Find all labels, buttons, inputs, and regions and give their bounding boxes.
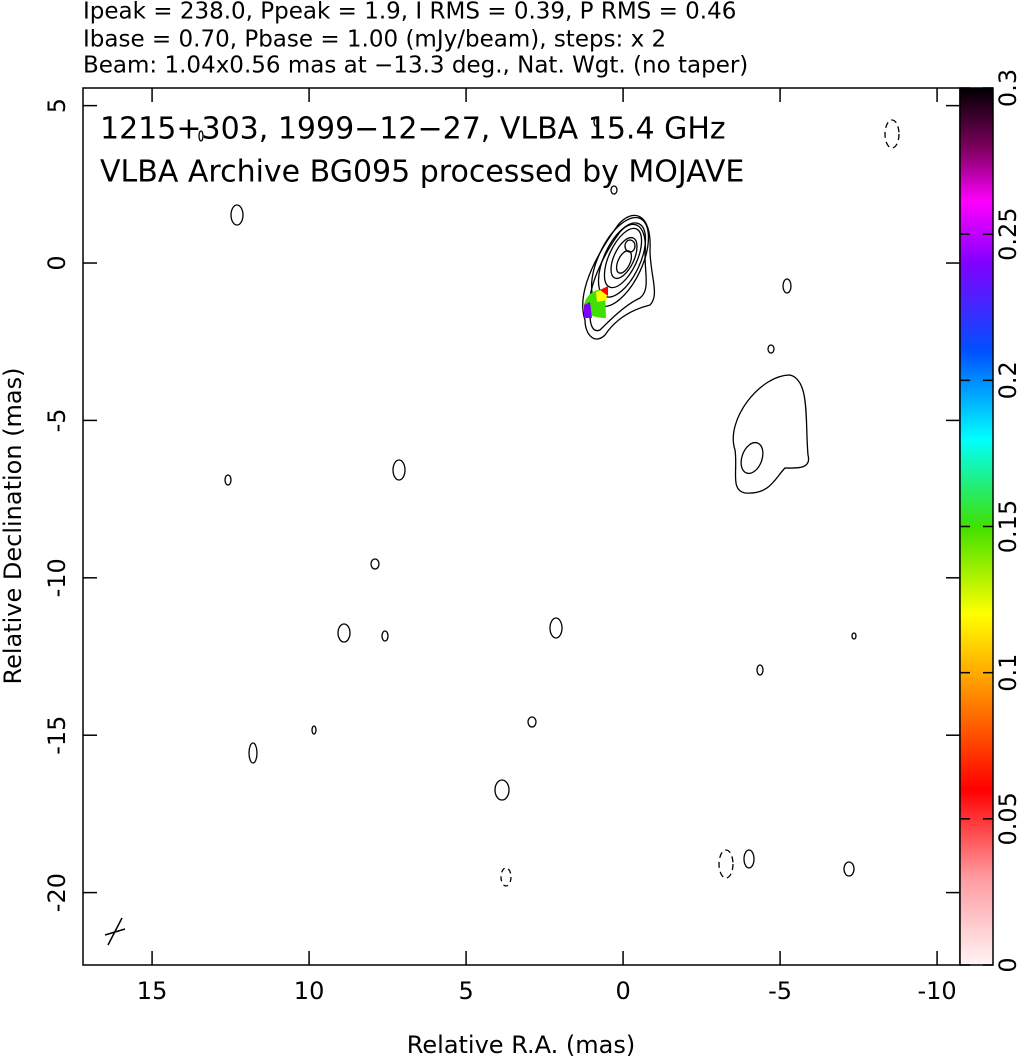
x-axis-label: Relative R.A. (mas) — [407, 1031, 635, 1059]
header-line: Beam: 1.04x0.56 mas at −13.3 deg., Nat. … — [83, 53, 748, 79]
colorbar-tick-label: 0.05 — [994, 792, 1021, 845]
y-tick-label: -5 — [43, 408, 71, 432]
beam — [104, 917, 126, 946]
colorbar-tick-label: 0.15 — [994, 500, 1021, 553]
contours — [198, 117, 900, 887]
y-tick-label: 0 — [43, 255, 71, 270]
y-tick-label: 5 — [43, 98, 71, 113]
colorbar-tick-label: 0.1 — [994, 654, 1021, 692]
colorbar-tick-label: 0.25 — [994, 207, 1021, 260]
x-tick-label: 5 — [458, 977, 473, 1005]
x-tick-label: 0 — [615, 977, 630, 1005]
colorbar-tick-label: 0.3 — [994, 69, 1021, 107]
x-tick-label: -10 — [917, 977, 956, 1005]
y-axis-label: Relative Declination (mas) — [0, 367, 27, 684]
y-tick-label: -15 — [43, 716, 71, 755]
plot-frame — [82, 87, 961, 966]
annotation: VLBA Archive BG095 processed by MOJAVE — [100, 155, 744, 190]
colorbar-tick-label: 0 — [994, 957, 1021, 972]
annotation: 1215+303, 1999−12−27, VLBA 15.4 GHz — [100, 112, 726, 147]
x-tick-label: -5 — [768, 977, 792, 1005]
header-line: Ipeak = 238.0, Ppeak = 1.9, I RMS = 0.39… — [83, 0, 736, 25]
y-tick-label: -10 — [43, 558, 71, 597]
y-tick-label: -20 — [43, 873, 71, 912]
x-tick-label: 15 — [137, 977, 168, 1005]
x-tick-label: 10 — [294, 977, 325, 1005]
header-line: Ibase = 0.70, Pbase = 1.00 (mJy/beam), s… — [83, 27, 666, 53]
colorbar-tick-label: 0.2 — [994, 361, 1021, 399]
